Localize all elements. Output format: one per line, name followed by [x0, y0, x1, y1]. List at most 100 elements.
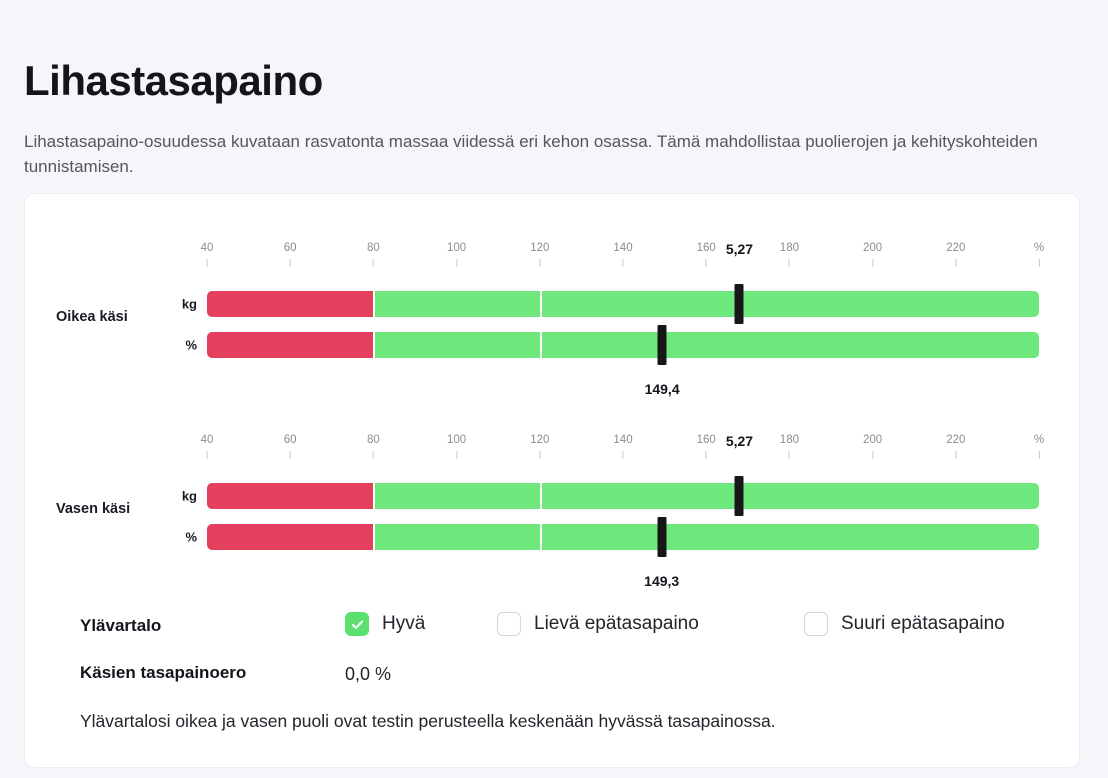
axis-tick-mark — [622, 259, 624, 267]
axis-tick-label: 140 — [613, 434, 633, 446]
status-option-2[interactable]: Lievä epätasapaino — [497, 612, 699, 636]
axis-tick-mark — [372, 451, 374, 459]
checkbox-checked-icon[interactable] — [345, 612, 369, 636]
axis-tick: 40 — [200, 434, 214, 459]
axis-tick: 120 — [530, 242, 549, 267]
axis-tick: 60 — [284, 242, 297, 267]
axis-tick-label: 40 — [200, 242, 214, 254]
axis-tick-mark — [289, 259, 291, 267]
axis-tick-label: 200 — [863, 434, 883, 446]
axis-tick-label: 60 — [283, 242, 297, 254]
axis-tick-mark — [788, 259, 790, 267]
axis-tick-label: 160 — [696, 242, 716, 254]
axis-tick-label: 180 — [779, 434, 799, 446]
axis-tick: 100 — [447, 242, 466, 267]
axis-tick: 80 — [367, 242, 380, 267]
bar-segment — [207, 524, 374, 550]
axis-tick-mark — [872, 451, 874, 459]
axis-tick-label: 80 — [366, 434, 380, 446]
axis-tick-mark — [788, 451, 790, 459]
muscle-balance-card: Oikea käsi 40 60 80 100 120 140 160 180 200 220% kg… — [24, 193, 1080, 768]
status-option-label: Hyvä — [382, 613, 426, 634]
bar-segment — [539, 483, 1039, 509]
bar-track — [207, 483, 1039, 509]
status-option-3[interactable]: Suuri epätasapaino — [804, 612, 1005, 636]
axis-tick: 160 — [697, 434, 716, 459]
bar-value-label: 149,4 — [644, 381, 680, 397]
bar-marker — [734, 476, 744, 516]
bar-row-kg: kg 5,27 — [182, 241, 1039, 324]
axis-tick: 200 — [863, 434, 882, 459]
checkbox-icon[interactable] — [804, 612, 828, 636]
axis-tick-label: 120 — [530, 434, 550, 446]
axis-tick: % — [1034, 434, 1044, 459]
bar-unit-label: % — [185, 529, 197, 545]
axis-tick-label: 100 — [447, 242, 467, 254]
bar-segment — [373, 291, 540, 317]
status-option-1[interactable]: Hyvä — [345, 612, 425, 636]
chart-axis: 40 60 80 100 120 140 160 180 200 220% — [25, 434, 1079, 462]
page-description: Lihastasapaino-osuudessa kuvataan rasvat… — [24, 132, 1038, 176]
axis-tick: % — [1034, 242, 1044, 267]
bar-segment — [373, 483, 540, 509]
axis-tick: 160 — [697, 242, 716, 267]
bar-segment — [539, 291, 1039, 317]
axis-tick: 220 — [946, 434, 965, 459]
bar-value-label: 5,27 — [725, 433, 754, 449]
axis-tick-mark — [539, 451, 541, 459]
summary-text: Ylävartalosi oikea ja vasen puoli ovat t… — [80, 711, 776, 731]
bar-segment — [373, 332, 540, 358]
chart-group-right-arm: Oikea käsi 40 60 80 100 120 140 160 180 200 220% kg… — [25, 224, 1079, 404]
axis-tick: 100 — [447, 434, 466, 459]
bar-track — [207, 332, 1039, 358]
axis-tick: 40 — [200, 242, 214, 267]
axis-tick: 180 — [780, 242, 799, 267]
axis-tick-mark — [456, 259, 458, 267]
bar-track — [207, 291, 1039, 317]
axis-tick: 120 — [530, 434, 549, 459]
bar-segment — [207, 483, 374, 509]
axis-tick-mark — [206, 451, 208, 459]
arm-difference-value: 0,0 % — [345, 664, 392, 684]
status-option-label: Suuri epätasapaino — [841, 613, 1005, 634]
axis-tick-label: 180 — [779, 242, 799, 254]
bar-row-kg: kg 5,27 — [182, 433, 1039, 516]
axis-tick-label: 60 — [283, 434, 297, 446]
axis-tick-label: % — [1033, 242, 1045, 254]
axis-tick-label: 80 — [366, 242, 380, 254]
axis-tick-label: % — [1033, 434, 1045, 446]
axis-tick-mark — [372, 259, 374, 267]
axis-tick-label: 160 — [696, 434, 716, 446]
bar-segment — [539, 524, 1039, 550]
axis-tick-mark — [456, 451, 458, 459]
axis-tick: 140 — [613, 242, 633, 267]
axis-tick-label: 220 — [946, 434, 966, 446]
arm-difference-label: Käsien tasapainoero — [80, 663, 247, 682]
axis-tick-label: 120 — [530, 242, 550, 254]
bar-row-%: % 149,3 — [185, 517, 1039, 589]
checkbox-icon[interactable] — [497, 612, 521, 636]
bar-row-%: % 149,4 — [185, 325, 1039, 397]
bar-segment — [373, 524, 540, 550]
bar-value-label: 149,3 — [644, 573, 680, 589]
axis-tick-mark — [955, 259, 957, 267]
bar-value-label: 5,27 — [725, 241, 754, 257]
bar-unit-label: kg — [181, 296, 197, 312]
bar-segment — [539, 332, 1039, 358]
axis-tick-mark — [206, 259, 208, 267]
bar-marker — [657, 325, 667, 365]
axis-tick-label: 40 — [200, 434, 214, 446]
bar-unit-label: % — [185, 337, 197, 353]
axis-tick-mark — [705, 259, 707, 267]
bar-marker — [657, 517, 667, 557]
axis-tick-mark — [622, 451, 624, 459]
bar-unit-label: kg — [181, 488, 197, 504]
upper-body-status-label: Ylävartalo — [80, 616, 162, 635]
chart-group-left-arm: Vasen käsi 40 60 80 100 120 140 160 180 200 220% kg… — [25, 416, 1079, 596]
axis-tick-label: 220 — [946, 242, 966, 254]
axis-tick: 200 — [863, 242, 882, 267]
axis-tick: 140 — [613, 434, 633, 459]
bar-track — [207, 524, 1039, 550]
page-title: Lihastasapaino — [24, 57, 323, 105]
